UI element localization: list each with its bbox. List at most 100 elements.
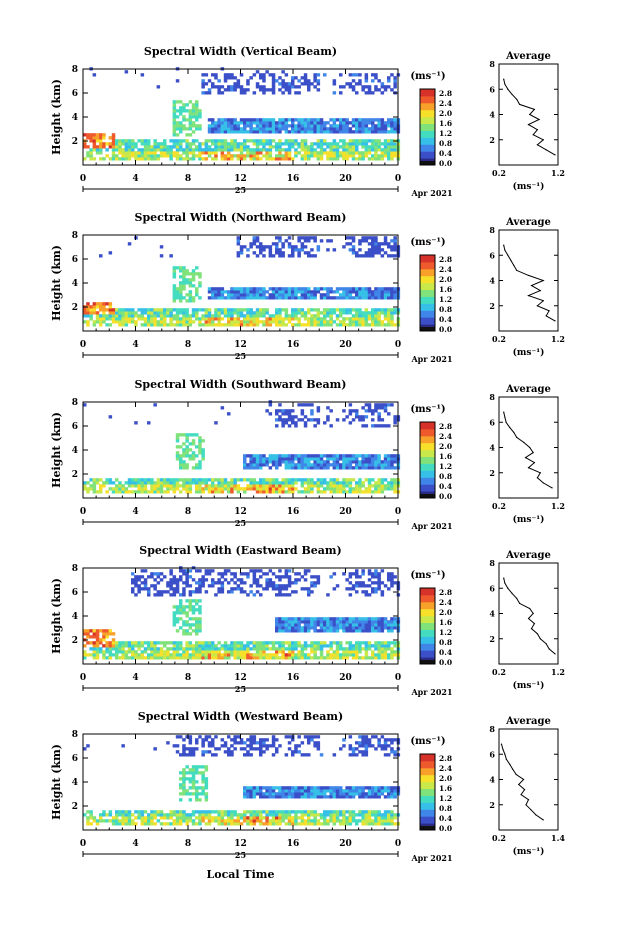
heatmap-cell [127,822,132,826]
profile-x-tick-label: 0.2 [492,168,506,178]
heatmap-cell [239,248,244,252]
heatmap-cell [163,641,167,645]
heatmap-cell [185,623,189,627]
heatmap-cell [351,145,356,149]
heatmap-cell [201,317,205,321]
heatmap-cell [287,314,292,318]
heatmap-cell [111,317,116,321]
heatmap-cell [310,254,314,258]
heatmap-cell [246,810,250,814]
heatmap-cell [233,82,237,86]
heatmap-cell [249,487,253,491]
heatmap-cell [185,599,189,603]
heatmap-cell [111,145,116,149]
heatmap-cell [191,792,196,796]
heatmap-cell [246,124,250,128]
heatmap-cell [153,481,157,485]
heatmap-cell [355,409,359,413]
heatmap-cell [198,448,202,452]
heatmap-cell [179,792,183,796]
heatmap-cell [265,647,269,651]
heatmap-cell [179,626,183,630]
heatmap-cell [252,569,257,573]
heatmap-cell [179,121,183,125]
heatmap-cell [252,641,257,645]
heatmap-cell [175,487,180,491]
heatmap-cell [316,487,321,491]
heatmap-cell [153,813,157,817]
heatmap-cell [188,780,193,784]
heatmap-cell [159,641,164,645]
heatmap-cell [249,813,253,817]
profile-point [504,416,506,418]
heatmap-cell [310,248,314,252]
heatmap-cell [92,320,97,324]
heatmap-cell [207,91,212,95]
heatmap-cell [380,248,385,252]
heatmap-cell [275,490,279,494]
heatmap-cell [220,142,225,146]
heatmap-cell [227,481,231,485]
heatmap-cell [188,753,193,757]
heatmap-cell [364,454,369,458]
heatmap-cell [387,641,391,645]
heatmap-cell [92,819,97,823]
heatmap-cell [371,248,375,252]
heatmap-cell [243,148,247,152]
heatmap-cell [339,623,343,627]
heatmap-cell [371,290,375,294]
heatmap-cell [188,454,193,458]
heatmap-cell [191,275,196,279]
heatmap-cell [390,121,394,125]
heatmap-cell [281,487,285,491]
profile-point [516,98,518,100]
heatmap-cell [185,466,189,470]
heatmap-cell [179,308,183,312]
heatmap-cell [364,584,369,588]
heatmap-cell [198,275,202,279]
heatmap-cell [230,750,234,754]
heatmap-cell [287,142,292,146]
heatmap-cell [182,629,186,633]
heatmap-cell [131,314,135,318]
heatmap-cell [367,478,372,482]
heatmap-cell [127,320,132,324]
heatmap-cell [332,463,337,467]
heatmap-cell [214,490,218,494]
heatmap-cell [351,139,356,143]
heatmap-cell [313,130,317,134]
heatmap-cell [355,629,359,633]
heatmap-cell [159,484,164,488]
heatmap-cell [191,810,196,814]
heatmap-cell [239,656,244,660]
heatmap-cell [121,314,125,318]
heatmap-cell [380,311,385,315]
heatmap-cell [284,293,289,297]
heatmap-cell [89,157,93,161]
profile-y-tick-label: 6 [489,417,495,427]
colorbar-segment [420,89,435,93]
heatmap-cell [207,750,212,754]
heatmap-cell [179,819,183,823]
heatmap-cell [383,236,388,240]
heatmap-cell [179,293,183,297]
heatmap-cell [252,792,257,796]
heatmap-cell [291,127,295,131]
heatmap-cell [179,142,183,146]
heatmap-cell [249,308,253,312]
profile-point [539,638,541,640]
heatmap-cell [374,236,378,240]
profile-point [532,134,534,136]
heatmap-cell [271,91,276,95]
heatmap-cell [108,629,113,633]
heatmap-cell [223,481,228,485]
heatmap-cell [99,320,103,324]
profile-point [519,103,521,105]
heatmap-cell [243,789,247,793]
heatmap-cell [220,85,225,89]
profile-point [536,633,538,635]
heatmap-cell [175,154,180,158]
heatmap-cell [246,154,250,158]
heatmap-cell [271,79,276,83]
heatmap-cell [118,317,122,321]
